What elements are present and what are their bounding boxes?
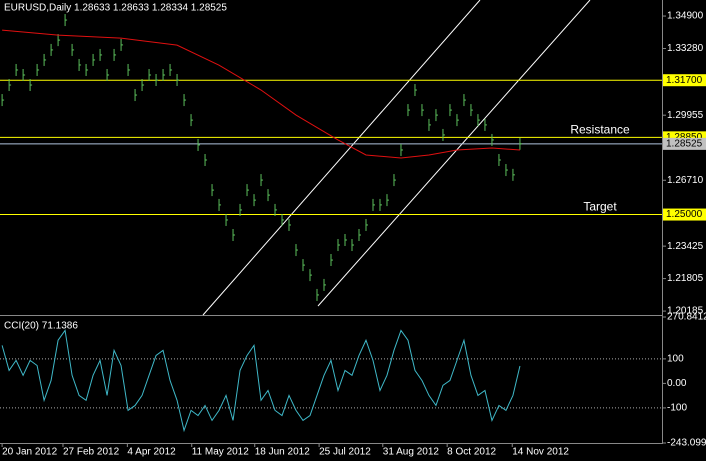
- y-tick-label: 1.23425: [667, 241, 704, 252]
- indicator-title: CCI(20) 71.1386: [4, 321, 78, 332]
- y-tick-label: 1.21805: [667, 273, 704, 284]
- level-note: Resistance: [570, 123, 630, 137]
- current-price-bg: [663, 137, 706, 150]
- current-price-label: 1.28525: [666, 139, 703, 150]
- y-tick-label: 1.34900: [667, 11, 704, 22]
- x-tick-label: 31 Aug 2012: [383, 447, 440, 458]
- moving-average: [2, 29, 520, 159]
- level-label-bg: [663, 74, 706, 87]
- cci-line: [1, 329, 521, 433]
- level-label: 1.25000: [666, 209, 703, 220]
- x-tick-label: 18 Jun 2012: [255, 447, 310, 458]
- y-tick-label: 1.26710: [667, 175, 704, 186]
- level-label: 1.28850: [666, 132, 703, 143]
- x-tick-label: 27 Feb 2012: [63, 447, 120, 458]
- cci-tick-label: 0.00: [667, 378, 687, 389]
- x-tick-label: 25 Jul 2012: [319, 447, 371, 458]
- x-tick-label: 8 Oct 2012: [447, 447, 496, 458]
- y-tick-label: 1.29955: [667, 110, 704, 121]
- channel-line: [317, 0, 591, 307]
- cci-tick-label: -243.0997: [667, 438, 706, 449]
- x-tick-label: 14 Nov 2012: [512, 447, 569, 458]
- level-label-bg: [663, 208, 706, 221]
- cci-tick-label: 270.8412: [667, 312, 706, 323]
- y-tick-label: 1.20185: [667, 306, 704, 317]
- cci-tick-label: 100: [667, 354, 684, 365]
- x-tick-label: 4 Apr 2012: [127, 447, 176, 458]
- chart-title: EURUSD,Daily 1.28633 1.28633 1.28334 1.2…: [4, 3, 227, 14]
- y-tick-label: 1.33280: [667, 43, 704, 54]
- channel-line: [202, 0, 481, 316]
- level-note: Target: [583, 200, 617, 214]
- x-tick-label: 11 May 2012: [192, 447, 250, 458]
- level-label: 1.31700: [666, 75, 703, 86]
- x-tick-label: 20 Jan 2012: [2, 447, 57, 458]
- cci-tick-label: -100: [667, 403, 687, 414]
- plot-layer: 1.34900 1.33280 1.29955 1.26710 1.23425 1.218…: [0, 11, 706, 458]
